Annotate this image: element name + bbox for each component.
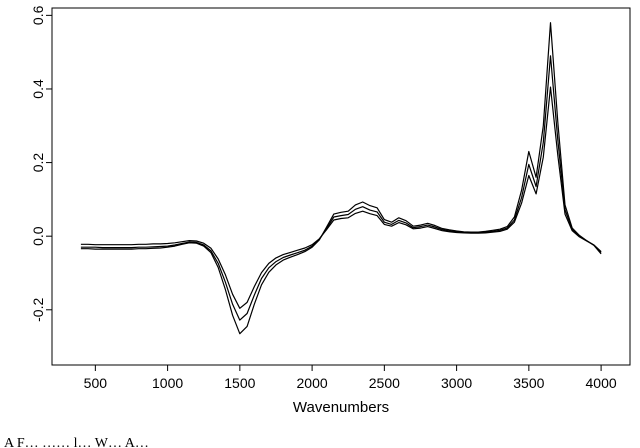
x-tick-label: 2000 xyxy=(297,375,328,391)
y-tick-label: 0.2 xyxy=(30,153,46,173)
y-tick-label: 0.4 xyxy=(30,79,46,99)
x-tick-label: 2500 xyxy=(369,375,400,391)
spectrum-2 xyxy=(80,55,602,321)
x-tick-label: 4000 xyxy=(586,375,617,391)
x-tick-label: 3000 xyxy=(441,375,472,391)
x-tick-label: 500 xyxy=(84,375,108,391)
y-tick-label: 0.6 xyxy=(30,5,46,25)
y-tick-label: 0.0 xyxy=(30,226,46,246)
x-tick-label: 1500 xyxy=(224,375,255,391)
x-tick-label: 1000 xyxy=(152,375,183,391)
plot-box xyxy=(51,7,631,366)
spectrum-1 xyxy=(80,22,602,335)
y-tick-label: -0.2 xyxy=(30,298,46,322)
spectrum-3 xyxy=(80,86,602,309)
caption-fragment: A F… …… l… W… A… xyxy=(4,436,149,448)
x-tick-label: 3500 xyxy=(513,375,544,391)
x-axis-label: Wavenumbers xyxy=(293,399,389,416)
